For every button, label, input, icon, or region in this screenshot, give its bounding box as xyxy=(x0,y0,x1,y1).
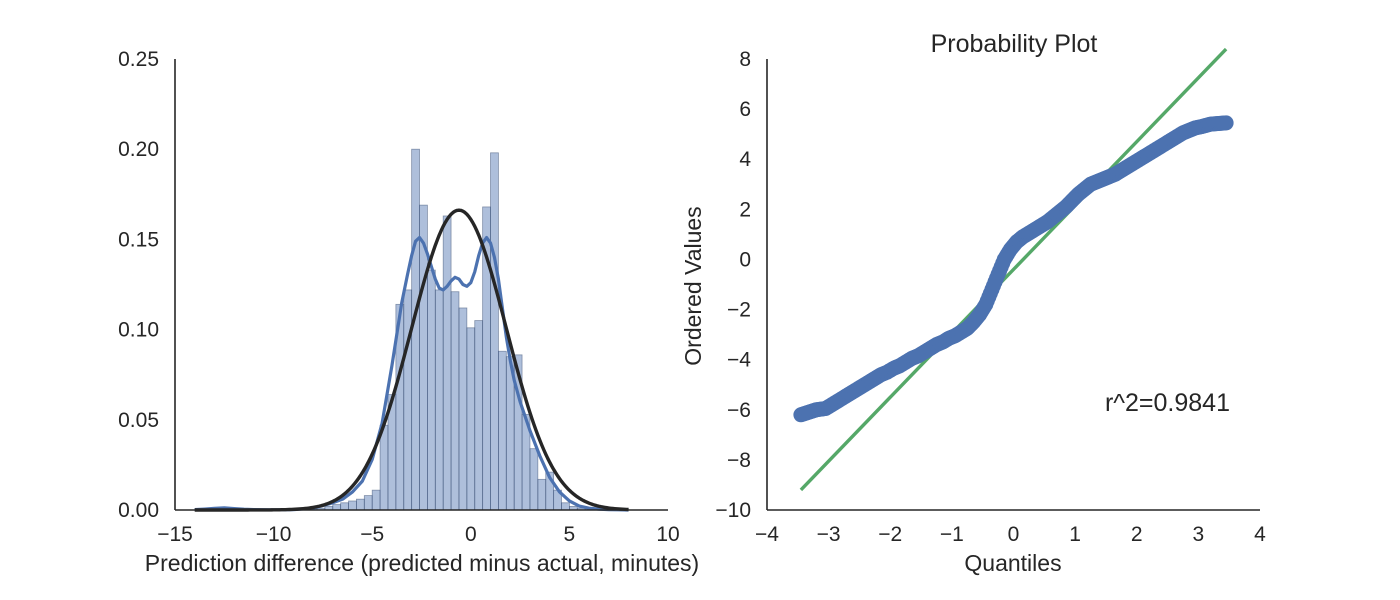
histogram-bar xyxy=(403,289,413,511)
histogram-bar xyxy=(442,215,452,511)
histogram-bar xyxy=(498,350,507,511)
histogram-bar xyxy=(450,291,460,511)
histogram-panel: 0.00 0.05 0.10 0.15 0.20 0.25 −15 −10 −5 0 5 10 Pre… xyxy=(118,48,699,576)
histogram-x-tick-label: 10 xyxy=(656,523,679,546)
histogram-bar xyxy=(434,289,444,511)
histogram-bar xyxy=(348,500,357,511)
histogram-x-tick-label: −15 xyxy=(157,523,193,546)
probability-x-tick-label: 2 xyxy=(1131,523,1143,546)
histogram-y-tick-label: 0.00 xyxy=(118,499,159,522)
probability-y-tick-label: −6 xyxy=(727,399,751,422)
probability-x-tick-label: 3 xyxy=(1193,523,1205,546)
histogram-x-tick-label: −5 xyxy=(360,523,384,546)
probability-y-tick-label: 2 xyxy=(739,198,751,221)
probability-y-tick-label: −10 xyxy=(715,499,751,522)
histogram-y-tick-label: 0.10 xyxy=(118,319,159,342)
probability-y-tick-label: 6 xyxy=(739,98,751,121)
histogram-bar xyxy=(379,424,389,511)
histogram-y-tick-label: 0.05 xyxy=(118,409,159,432)
histogram-x-axis-label: Prediction difference (predicted minus a… xyxy=(145,550,699,576)
probability-x-tick-label: −3 xyxy=(817,523,841,546)
histogram-y-tick-label: 0.15 xyxy=(118,228,159,251)
probability-y-tick-label: −2 xyxy=(727,299,751,322)
histogram-y-tick-label: 0.25 xyxy=(118,48,159,71)
probability-y-tick-label: −4 xyxy=(727,349,751,372)
histogram-bar xyxy=(466,327,476,511)
probability-x-tick-label: 4 xyxy=(1254,523,1266,546)
probability-plot-x-axis-label: Quantiles xyxy=(964,550,1061,576)
histogram-bar xyxy=(561,502,570,511)
histogram-bars xyxy=(308,148,602,511)
histogram-bar xyxy=(427,269,436,511)
histogram-bar xyxy=(356,498,365,511)
probability-x-tick-label: −1 xyxy=(940,523,964,546)
histogram-axes: 0.00 0.05 0.10 0.15 0.20 0.25 −15 −10 −5 0 5 10 xyxy=(118,48,680,546)
fit-line-group xyxy=(799,47,1228,492)
probability-point xyxy=(1218,115,1234,131)
probability-y-tick-label: 0 xyxy=(739,248,751,271)
probability-plot-y-axis-label: Ordered Values xyxy=(680,206,706,365)
histogram-bar xyxy=(537,478,547,511)
histogram-bar xyxy=(474,320,484,511)
probability-x-tick-label: −4 xyxy=(755,523,779,546)
histogram-x-tick-label: −10 xyxy=(256,523,292,546)
fit-line xyxy=(799,47,1228,492)
probability-y-tick-label: 4 xyxy=(739,148,751,171)
histogram-bar xyxy=(363,495,373,511)
histogram-bar xyxy=(340,502,349,511)
histogram-bar xyxy=(371,489,381,511)
probability-x-tick-label: 1 xyxy=(1069,523,1081,546)
histogram-x-tick-label: 0 xyxy=(465,523,477,546)
probability-y-tick-label: −8 xyxy=(727,449,751,472)
histogram-bar xyxy=(529,448,539,511)
probability-y-tick-label: 8 xyxy=(739,48,751,71)
probability-plot-title: Probability Plot xyxy=(931,30,1098,58)
histogram-bar xyxy=(490,152,499,511)
histogram-bar xyxy=(458,307,468,511)
histogram-bar xyxy=(332,504,342,511)
histogram-y-tick-label: 0.20 xyxy=(118,138,159,161)
probability-x-tick-label: −2 xyxy=(878,523,902,546)
r-squared-annotation: r^2=0.9841 xyxy=(1105,389,1230,417)
histogram-x-tick-label: 5 xyxy=(564,523,576,546)
probability-points xyxy=(793,115,1234,423)
probability-x-tick-label: 0 xyxy=(1008,523,1020,546)
